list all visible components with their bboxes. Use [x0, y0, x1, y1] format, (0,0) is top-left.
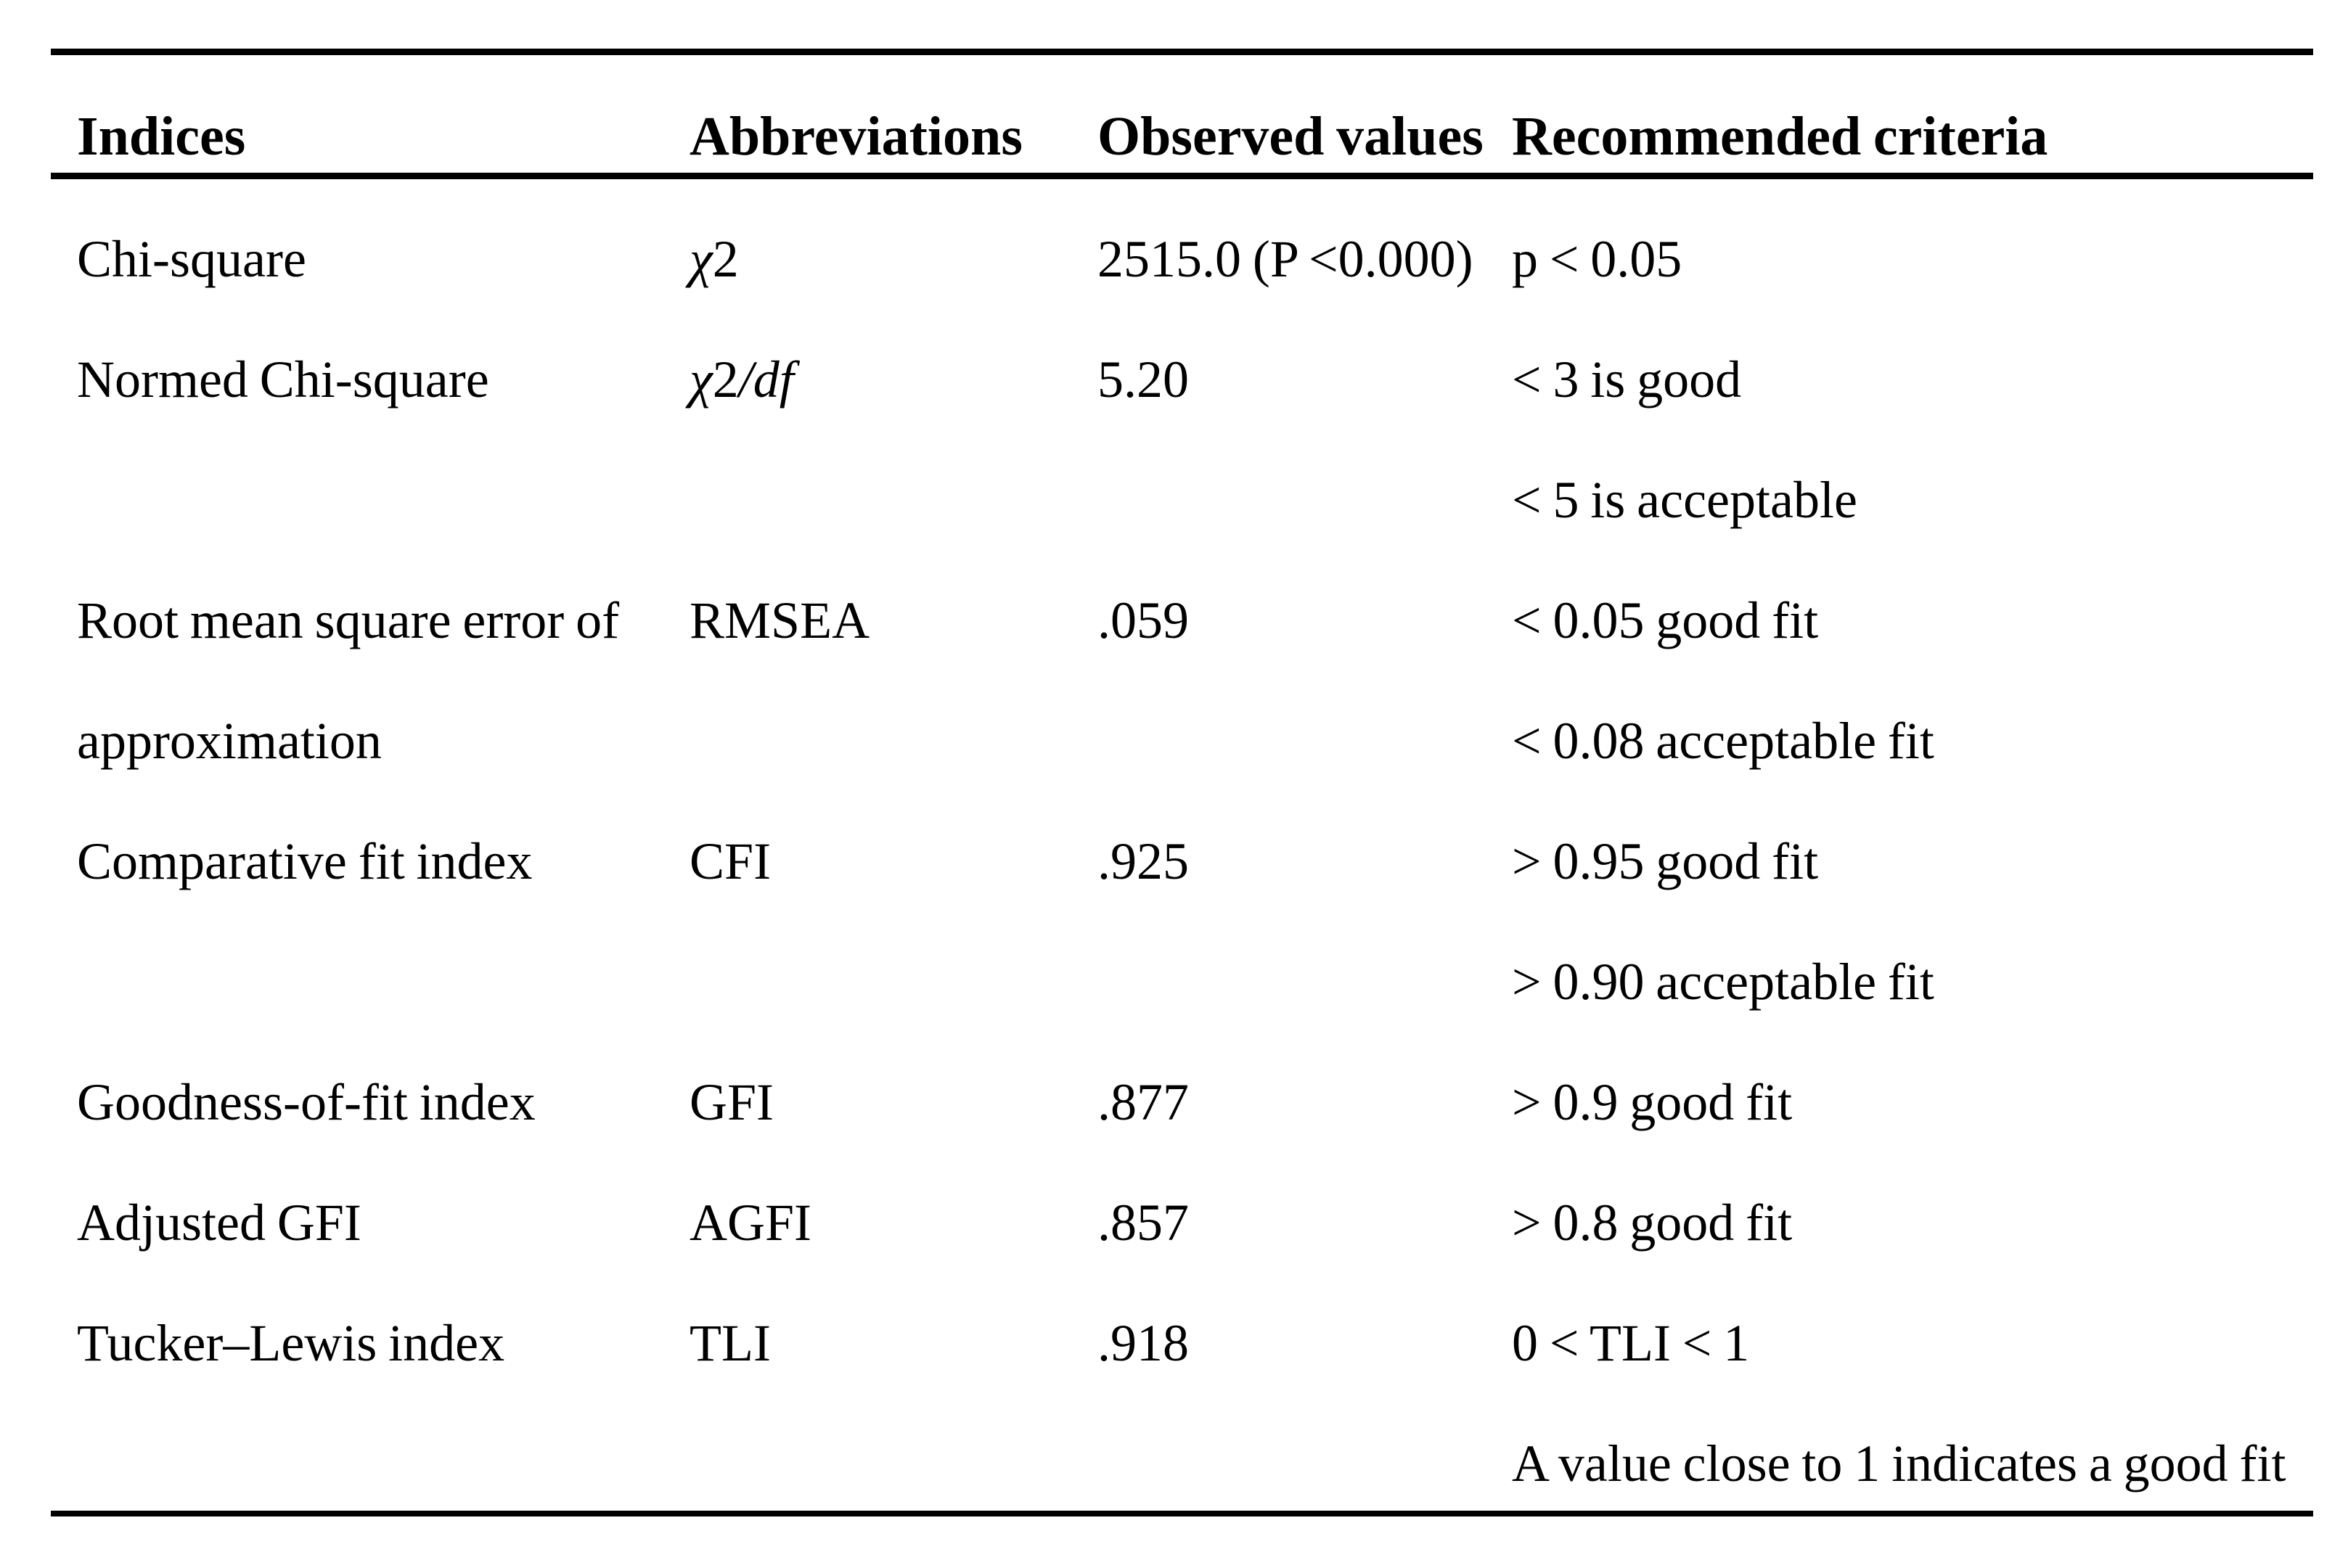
cell-abbreviation: χ2/df — [690, 353, 794, 406]
abbreviation-segment: 2 — [712, 350, 739, 409]
table-row: Goodness-of-fit index GFI .877 > 0.9 goo… — [0, 1076, 2348, 1137]
table-row: > 0.90 acceptable fit — [0, 956, 2348, 1017]
table-row: approximation < 0.08 acceptable fit — [0, 715, 2348, 776]
cell-recommended-criteria: 0 < TLI < 1 — [1512, 1314, 1750, 1372]
cell-recommended-criteria: p < 0.05 — [1512, 230, 1682, 288]
table-row: Root mean square error of RMSEA .059 < 0… — [0, 594, 2348, 655]
cell-indices: Chi-square — [77, 230, 306, 288]
cell-abbreviation: AGFI — [690, 1196, 811, 1249]
abbreviation-segment: 2 — [712, 230, 739, 288]
cell-abbreviation: RMSEA — [690, 594, 870, 647]
table-row: Tucker–Lewis index TLI .918 0 < TLI < 1 — [0, 1317, 2348, 1378]
cell-indices: Tucker–Lewis index — [77, 1314, 505, 1372]
cell-observed-value: 2515.0 (P <0.000) — [1097, 230, 1473, 288]
cell-recommended-criteria: < 5 is acceptable — [1512, 471, 1857, 529]
cell-observed-value: .918 — [1097, 1314, 1189, 1372]
abbreviation-segment: χ — [690, 350, 713, 409]
cell-observed-value: .857 — [1097, 1194, 1189, 1252]
abbreviation-segment: χ — [690, 230, 713, 288]
table-row: Normed Chi-square χ2/df 5.20 < 3 is good — [0, 353, 2348, 414]
cell-abbreviation: TLI — [690, 1317, 771, 1369]
cell-observed-value: .925 — [1097, 832, 1189, 890]
cell-recommended-criteria: > 0.90 acceptable fit — [1512, 953, 1934, 1011]
cell-recommended-criteria: < 3 is good — [1512, 350, 1742, 409]
column-header-abbreviations: Abbreviations — [690, 106, 1023, 167]
cell-recommended-criteria: < 0.05 good fit — [1512, 591, 1819, 649]
abbreviation-segment: CFI — [690, 832, 772, 890]
table-row: Adjusted GFI AGFI .857 > 0.8 good fit — [0, 1196, 2348, 1257]
abbreviation-segment: TLI — [690, 1314, 771, 1372]
cell-abbreviation: GFI — [690, 1076, 774, 1128]
cell-recommended-criteria: > 0.9 good fit — [1512, 1073, 1793, 1131]
cell-indices: Normed Chi-square — [77, 350, 489, 409]
table-top-rule — [51, 49, 2313, 55]
column-header-indices: Indices — [77, 106, 246, 167]
abbreviation-segment: /df — [738, 350, 794, 409]
table-header-row: Indices Abbreviations Observed values Re… — [0, 109, 2348, 167]
table-row: Chi-square χ2 2515.0 (P <0.000) p < 0.05 — [0, 233, 2348, 294]
column-header-observed-values: Observed values — [1097, 106, 1484, 167]
cell-observed-value: .059 — [1097, 591, 1189, 649]
table-row: < 5 is acceptable — [0, 474, 2348, 535]
table-row: A value close to 1 indicates a good fit — [0, 1437, 2348, 1498]
cell-indices: Adjusted GFI — [77, 1194, 361, 1252]
cell-abbreviation: CFI — [690, 835, 771, 887]
cell-recommended-criteria: < 0.08 acceptable fit — [1512, 712, 1934, 770]
table-row: Comparative fit index CFI .925 > 0.95 go… — [0, 835, 2348, 896]
cell-recommended-criteria: > 0.8 good fit — [1512, 1194, 1793, 1252]
cell-indices: approximation — [77, 712, 382, 770]
table-header-rule — [51, 173, 2313, 179]
cell-recommended-criteria: A value close to 1 indicates a good fit — [1512, 1434, 2286, 1493]
abbreviation-segment: RMSEA — [690, 591, 870, 649]
cell-indices: Goodness-of-fit index — [77, 1073, 536, 1131]
column-header-recommended-criteria: Recommended criteria — [1512, 106, 2048, 167]
cell-indices: Root mean square error of — [77, 591, 620, 649]
cell-abbreviation: χ2 — [690, 233, 739, 285]
abbreviation-segment: AGFI — [690, 1194, 812, 1252]
cell-recommended-criteria: > 0.95 good fit — [1512, 832, 1819, 890]
abbreviation-segment: GFI — [690, 1073, 774, 1131]
table-bottom-rule — [51, 1511, 2313, 1516]
cell-observed-value: .877 — [1097, 1073, 1189, 1131]
cell-observed-value: 5.20 — [1097, 350, 1189, 409]
cell-indices: Comparative fit index — [77, 832, 533, 890]
